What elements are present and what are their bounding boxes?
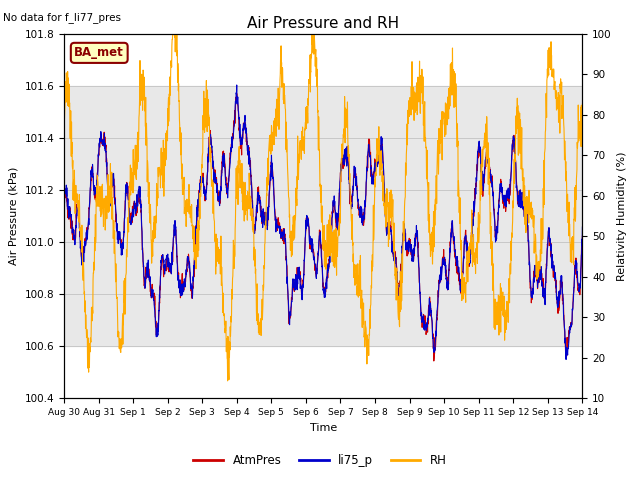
Legend: AtmPres, li75_p, RH: AtmPres, li75_p, RH <box>189 449 451 472</box>
Text: BA_met: BA_met <box>74 47 124 60</box>
Text: No data for f_li77_pres: No data for f_li77_pres <box>3 12 121 23</box>
X-axis label: Time: Time <box>310 423 337 432</box>
Y-axis label: Air Pressure (kPa): Air Pressure (kPa) <box>9 167 19 265</box>
Title: Air Pressure and RH: Air Pressure and RH <box>247 16 399 31</box>
Y-axis label: Relativity Humidity (%): Relativity Humidity (%) <box>618 151 627 281</box>
Bar <box>64 86 582 346</box>
